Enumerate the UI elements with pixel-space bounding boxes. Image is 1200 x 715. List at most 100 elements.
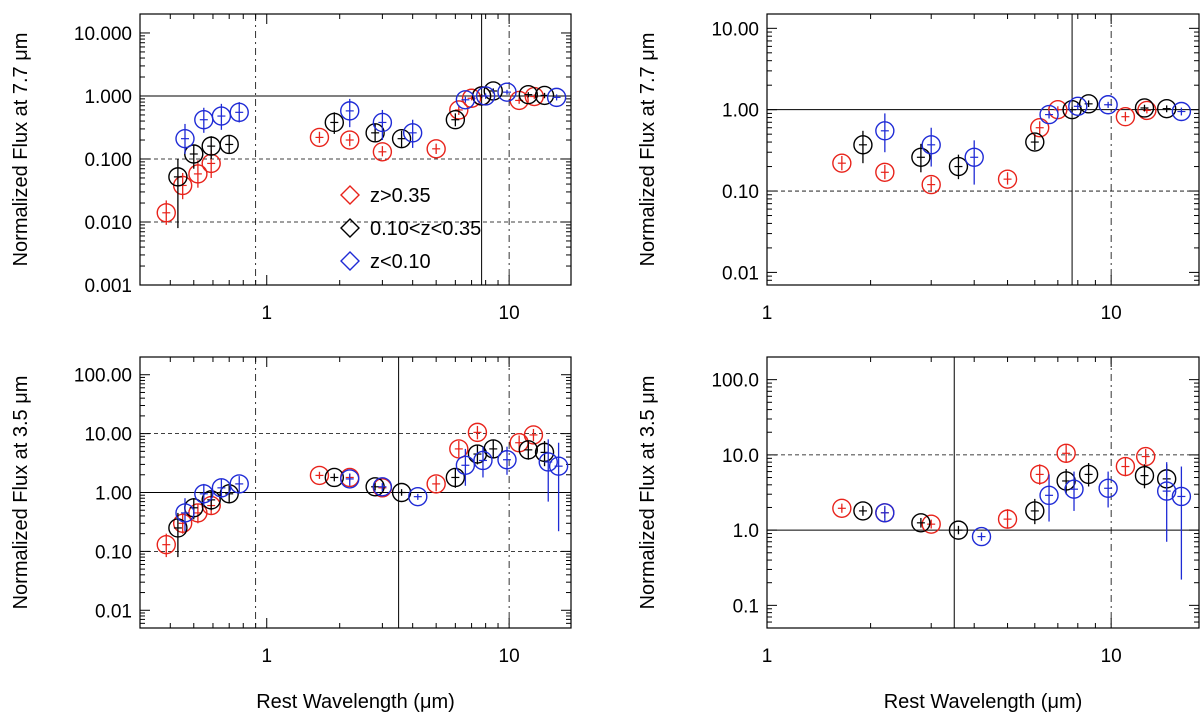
data-point xyxy=(372,477,393,497)
point-circle xyxy=(461,88,482,108)
point-circle xyxy=(449,439,469,459)
point-circle xyxy=(832,498,852,518)
legend-diamond-icon xyxy=(340,251,360,271)
point-circle xyxy=(1098,478,1118,498)
data-point xyxy=(229,102,249,123)
point-circle xyxy=(1025,132,1045,152)
point-circle xyxy=(340,469,360,489)
data-point xyxy=(1025,498,1045,525)
data-point xyxy=(168,158,188,229)
y-tick-label: 10.000 xyxy=(74,24,132,45)
data-point xyxy=(948,520,969,540)
point-circle xyxy=(309,465,330,486)
point-circle xyxy=(445,110,466,130)
point-circle xyxy=(1134,465,1155,486)
point-circle xyxy=(875,121,895,141)
point-circle xyxy=(340,101,360,121)
data-point xyxy=(875,113,895,153)
point-circle xyxy=(426,139,446,159)
point-circle xyxy=(911,513,931,533)
data-point xyxy=(497,82,517,102)
point-circle xyxy=(473,450,493,471)
series-blue xyxy=(875,95,1192,185)
point-circle xyxy=(402,123,423,143)
y-tick-label: 100.0 xyxy=(711,371,759,392)
point-circle xyxy=(426,474,446,494)
point-circle xyxy=(194,484,214,504)
point-circle xyxy=(449,100,469,120)
point-circle xyxy=(372,112,393,133)
point-circle xyxy=(229,102,249,123)
data-point xyxy=(1135,446,1156,467)
data-point xyxy=(324,467,345,488)
data-point xyxy=(426,474,446,494)
data-point xyxy=(449,439,469,459)
series-red xyxy=(832,99,1157,195)
point-circle xyxy=(1030,118,1050,138)
y-axis-title: Normalized Flux at 7.7 μm xyxy=(637,33,659,267)
point-circle xyxy=(309,127,330,148)
x-tick-label: 1 xyxy=(261,303,272,324)
point-circle xyxy=(1039,104,1059,125)
data-point xyxy=(211,478,232,499)
point-circle xyxy=(853,501,873,521)
data-point xyxy=(194,483,214,506)
data-point xyxy=(229,474,249,494)
series-black xyxy=(853,463,1177,540)
data-point xyxy=(156,533,176,558)
point-circle xyxy=(1078,464,1099,485)
series-blue xyxy=(875,462,1192,580)
x-tick-label: 1 xyxy=(261,646,272,667)
data-point xyxy=(455,448,476,486)
point-circle xyxy=(1064,479,1084,499)
y-tick-label: 0.01 xyxy=(95,601,132,622)
point-circle xyxy=(1056,443,1076,463)
point-circle xyxy=(1156,481,1177,501)
data-point xyxy=(426,139,446,159)
data-point xyxy=(1039,474,1059,522)
data-point xyxy=(211,103,232,130)
data-point xyxy=(997,169,1018,189)
data-point xyxy=(340,130,360,150)
data-point xyxy=(184,144,204,169)
x-axis-title: Rest Wavelength (μm) xyxy=(884,691,1083,713)
data-point xyxy=(832,153,852,173)
data-point xyxy=(1171,101,1192,122)
y-tick-label: 0.010 xyxy=(84,213,132,234)
data-point xyxy=(372,109,393,141)
data-point xyxy=(1115,456,1136,477)
legend-diamond-icon xyxy=(340,185,360,205)
series-blue xyxy=(175,82,567,154)
data-point xyxy=(1098,471,1118,508)
data-point xyxy=(175,123,195,154)
data-point xyxy=(467,422,488,443)
point-circle xyxy=(921,174,941,195)
point-circle xyxy=(1137,100,1157,121)
data-point xyxy=(445,467,466,488)
point-circle xyxy=(340,130,360,150)
point-circle xyxy=(156,534,176,555)
data-point xyxy=(1056,468,1076,495)
point-circle xyxy=(455,455,476,475)
data-point xyxy=(372,142,393,162)
point-circle xyxy=(921,135,941,155)
data-point xyxy=(324,112,345,134)
axes-frame xyxy=(766,356,1200,629)
data-point xyxy=(853,501,873,521)
y-tick-label: 1.00 xyxy=(722,101,759,122)
point-circle xyxy=(201,490,221,510)
point-circle xyxy=(156,203,176,223)
data-point xyxy=(832,498,852,518)
point-circle xyxy=(1115,106,1136,127)
point-circle xyxy=(538,452,558,472)
data-point xyxy=(475,86,496,106)
x-axis-title: Rest Wavelength (μm) xyxy=(256,691,455,713)
panel-top-left: 0.001 0.010 0.100 1.000 10.000 1 10 Normalized … xyxy=(10,13,572,324)
data-point xyxy=(921,514,941,534)
data-point xyxy=(853,130,873,164)
x-tick-label: 10 xyxy=(1101,303,1122,324)
data-point xyxy=(523,425,544,445)
data-point xyxy=(340,98,360,128)
point-circle xyxy=(1056,471,1076,491)
